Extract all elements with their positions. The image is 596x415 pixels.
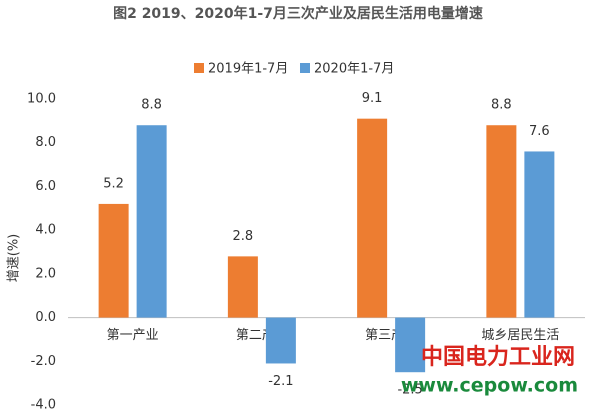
bar xyxy=(227,256,258,318)
bar xyxy=(357,118,388,318)
bar xyxy=(395,317,426,373)
bar xyxy=(265,317,296,364)
y-tick-label: 4.0 xyxy=(35,223,56,238)
legend-swatch xyxy=(194,63,204,73)
y-tick-label: 6.0 xyxy=(35,179,56,194)
watermark-name: 中国电力工业网 xyxy=(421,345,575,370)
legend-label: 2020年1-7月 xyxy=(314,62,394,77)
value-label: 7.6 xyxy=(529,124,550,139)
value-label: 8.8 xyxy=(491,98,512,113)
x-tick-label: 第一产业 xyxy=(107,328,159,343)
y-tick-label: 2.0 xyxy=(35,266,56,281)
value-label: 9.1 xyxy=(362,91,383,106)
y-tick-label: 8.0 xyxy=(35,135,56,150)
bar xyxy=(486,125,517,318)
watermark-url: www.cepow.com xyxy=(401,375,578,397)
chart-title: 图2 2019、2020年1-7月三次产业及居民生活用电量增速 xyxy=(113,5,483,22)
value-label: 5.2 xyxy=(103,176,124,191)
legend-label: 2019年1-7月 xyxy=(208,62,288,77)
value-label: -2.1 xyxy=(268,374,293,389)
bar xyxy=(98,203,129,318)
legend-swatch xyxy=(300,63,310,73)
value-label: 2.8 xyxy=(233,229,254,244)
y-tick-label: -2.0 xyxy=(31,354,56,369)
x-tick-label: 城乡居民生活 xyxy=(481,328,559,343)
y-tick-label: 10.0 xyxy=(27,92,56,107)
value-label: -2.5 xyxy=(397,383,422,398)
y-tick-label: -4.0 xyxy=(31,398,56,413)
bar xyxy=(136,125,167,318)
y-tick-label: 0.0 xyxy=(35,310,56,325)
value-label: 8.8 xyxy=(141,98,162,113)
bar xyxy=(524,151,555,318)
y-axis-label: 增速(%) xyxy=(7,234,22,283)
